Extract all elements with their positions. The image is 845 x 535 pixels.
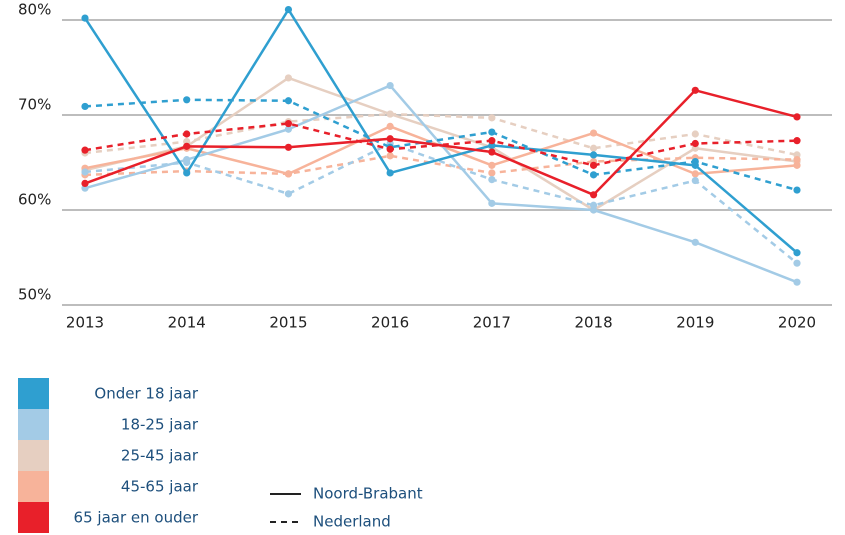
legend-swatch — [18, 378, 49, 409]
y-tick-label: 60% — [18, 191, 51, 209]
x-tick-label: 2016 — [371, 314, 409, 332]
series-line — [84, 89, 798, 197]
x-tick-label: 2017 — [473, 314, 511, 332]
x-tick-label: 2015 — [269, 314, 307, 332]
x-tick-label: 2013 — [66, 314, 104, 332]
y-tick-label: 80% — [18, 1, 51, 19]
series-line — [84, 98, 798, 192]
point — [284, 74, 293, 82]
legend-label: Noord-Brabant — [313, 485, 423, 503]
point — [691, 176, 699, 185]
point — [488, 169, 496, 177]
point — [284, 143, 293, 151]
x-tick-label: 2019 — [676, 314, 714, 332]
point — [81, 146, 89, 154]
point — [793, 161, 801, 169]
x-tick-label: 2018 — [574, 314, 612, 332]
y-tick-label: 50% — [18, 286, 51, 304]
point — [386, 152, 394, 160]
point — [386, 122, 394, 130]
point — [793, 137, 801, 145]
point — [488, 176, 496, 184]
point — [691, 139, 699, 148]
x-tick-label: 2014 — [168, 314, 206, 332]
series-line — [84, 154, 798, 177]
legend-swatch — [18, 502, 49, 533]
point — [81, 168, 89, 176]
point — [284, 97, 293, 105]
legend-swatch — [18, 409, 49, 440]
point — [488, 128, 496, 136]
legend-label: 45-65 jaar — [121, 478, 199, 496]
point — [589, 161, 598, 169]
legend-label: 65 jaar en ouder — [74, 509, 199, 527]
point — [183, 169, 191, 177]
point — [81, 102, 89, 111]
point — [691, 86, 699, 94]
point — [284, 190, 293, 198]
point — [793, 249, 801, 257]
point — [183, 130, 191, 138]
point — [386, 81, 394, 90]
legend-swatch — [18, 440, 49, 471]
point — [793, 278, 801, 286]
point — [691, 170, 699, 178]
point — [386, 110, 394, 118]
point — [488, 114, 496, 122]
point — [81, 179, 89, 187]
series-line — [84, 142, 798, 265]
point — [589, 151, 598, 159]
point — [691, 238, 699, 246]
point — [589, 171, 598, 179]
point — [284, 170, 293, 178]
point — [691, 130, 699, 138]
point — [488, 199, 496, 207]
x-tick-label: 2020 — [778, 314, 816, 332]
point — [81, 14, 89, 22]
legend-label: Nederland — [313, 513, 391, 531]
point — [589, 129, 598, 137]
legend-swatch — [18, 471, 49, 502]
point — [183, 96, 191, 104]
point — [284, 5, 293, 14]
point — [488, 137, 496, 145]
point — [386, 145, 394, 153]
legend-label: 25-45 jaar — [121, 447, 199, 465]
point — [386, 169, 394, 177]
point — [284, 125, 293, 133]
point — [183, 142, 191, 150]
point — [183, 156, 191, 164]
y-tick-label: 70% — [18, 96, 51, 114]
point — [691, 161, 699, 169]
point — [488, 161, 496, 169]
point — [793, 259, 801, 267]
legend-label: Onder 18 jaar — [94, 385, 198, 403]
point — [284, 119, 293, 128]
legend-label: 18-25 jaar — [121, 416, 199, 434]
point — [488, 148, 496, 156]
point — [589, 144, 598, 152]
point — [793, 156, 801, 164]
point — [589, 191, 598, 199]
point — [793, 186, 801, 194]
point — [386, 135, 394, 143]
point — [589, 206, 598, 214]
point — [793, 113, 801, 121]
